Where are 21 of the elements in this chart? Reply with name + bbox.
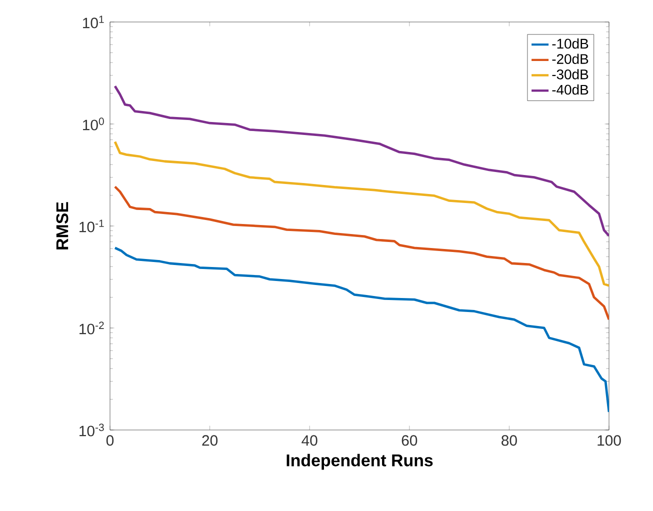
x-tick-label: 80	[502, 435, 517, 446]
x-tick-label: 60	[402, 435, 418, 446]
legend-label: -40dB	[552, 84, 588, 95]
line-series	[114, 140, 610, 287]
x-tick-label: 20	[202, 435, 218, 446]
y-tick-label: 10$^{-2}$	[80, 322, 104, 334]
y-axis-title: RMSE	[56, 202, 68, 250]
x-axis-title: Independent Runs	[286, 454, 433, 470]
legend-label: -10dB	[552, 38, 588, 49]
line-series	[114, 246, 610, 414]
y-tick-label: 10$^{1}$	[83, 16, 104, 28]
legend-label: -30dB	[552, 69, 588, 80]
legend-label: -20dB	[552, 54, 588, 64]
y-tick-label: 10$^{-1}$	[80, 220, 104, 232]
line-series	[114, 84, 610, 238]
y-tick-label: 10$^{0}$	[83, 118, 104, 130]
x-tick-label: 100	[598, 435, 621, 446]
line-series	[114, 185, 610, 321]
x-tick-label: 40	[302, 435, 318, 446]
y-tick-label: 10$^{-3}$	[80, 424, 104, 436]
x-tick-label: 0	[106, 435, 114, 446]
